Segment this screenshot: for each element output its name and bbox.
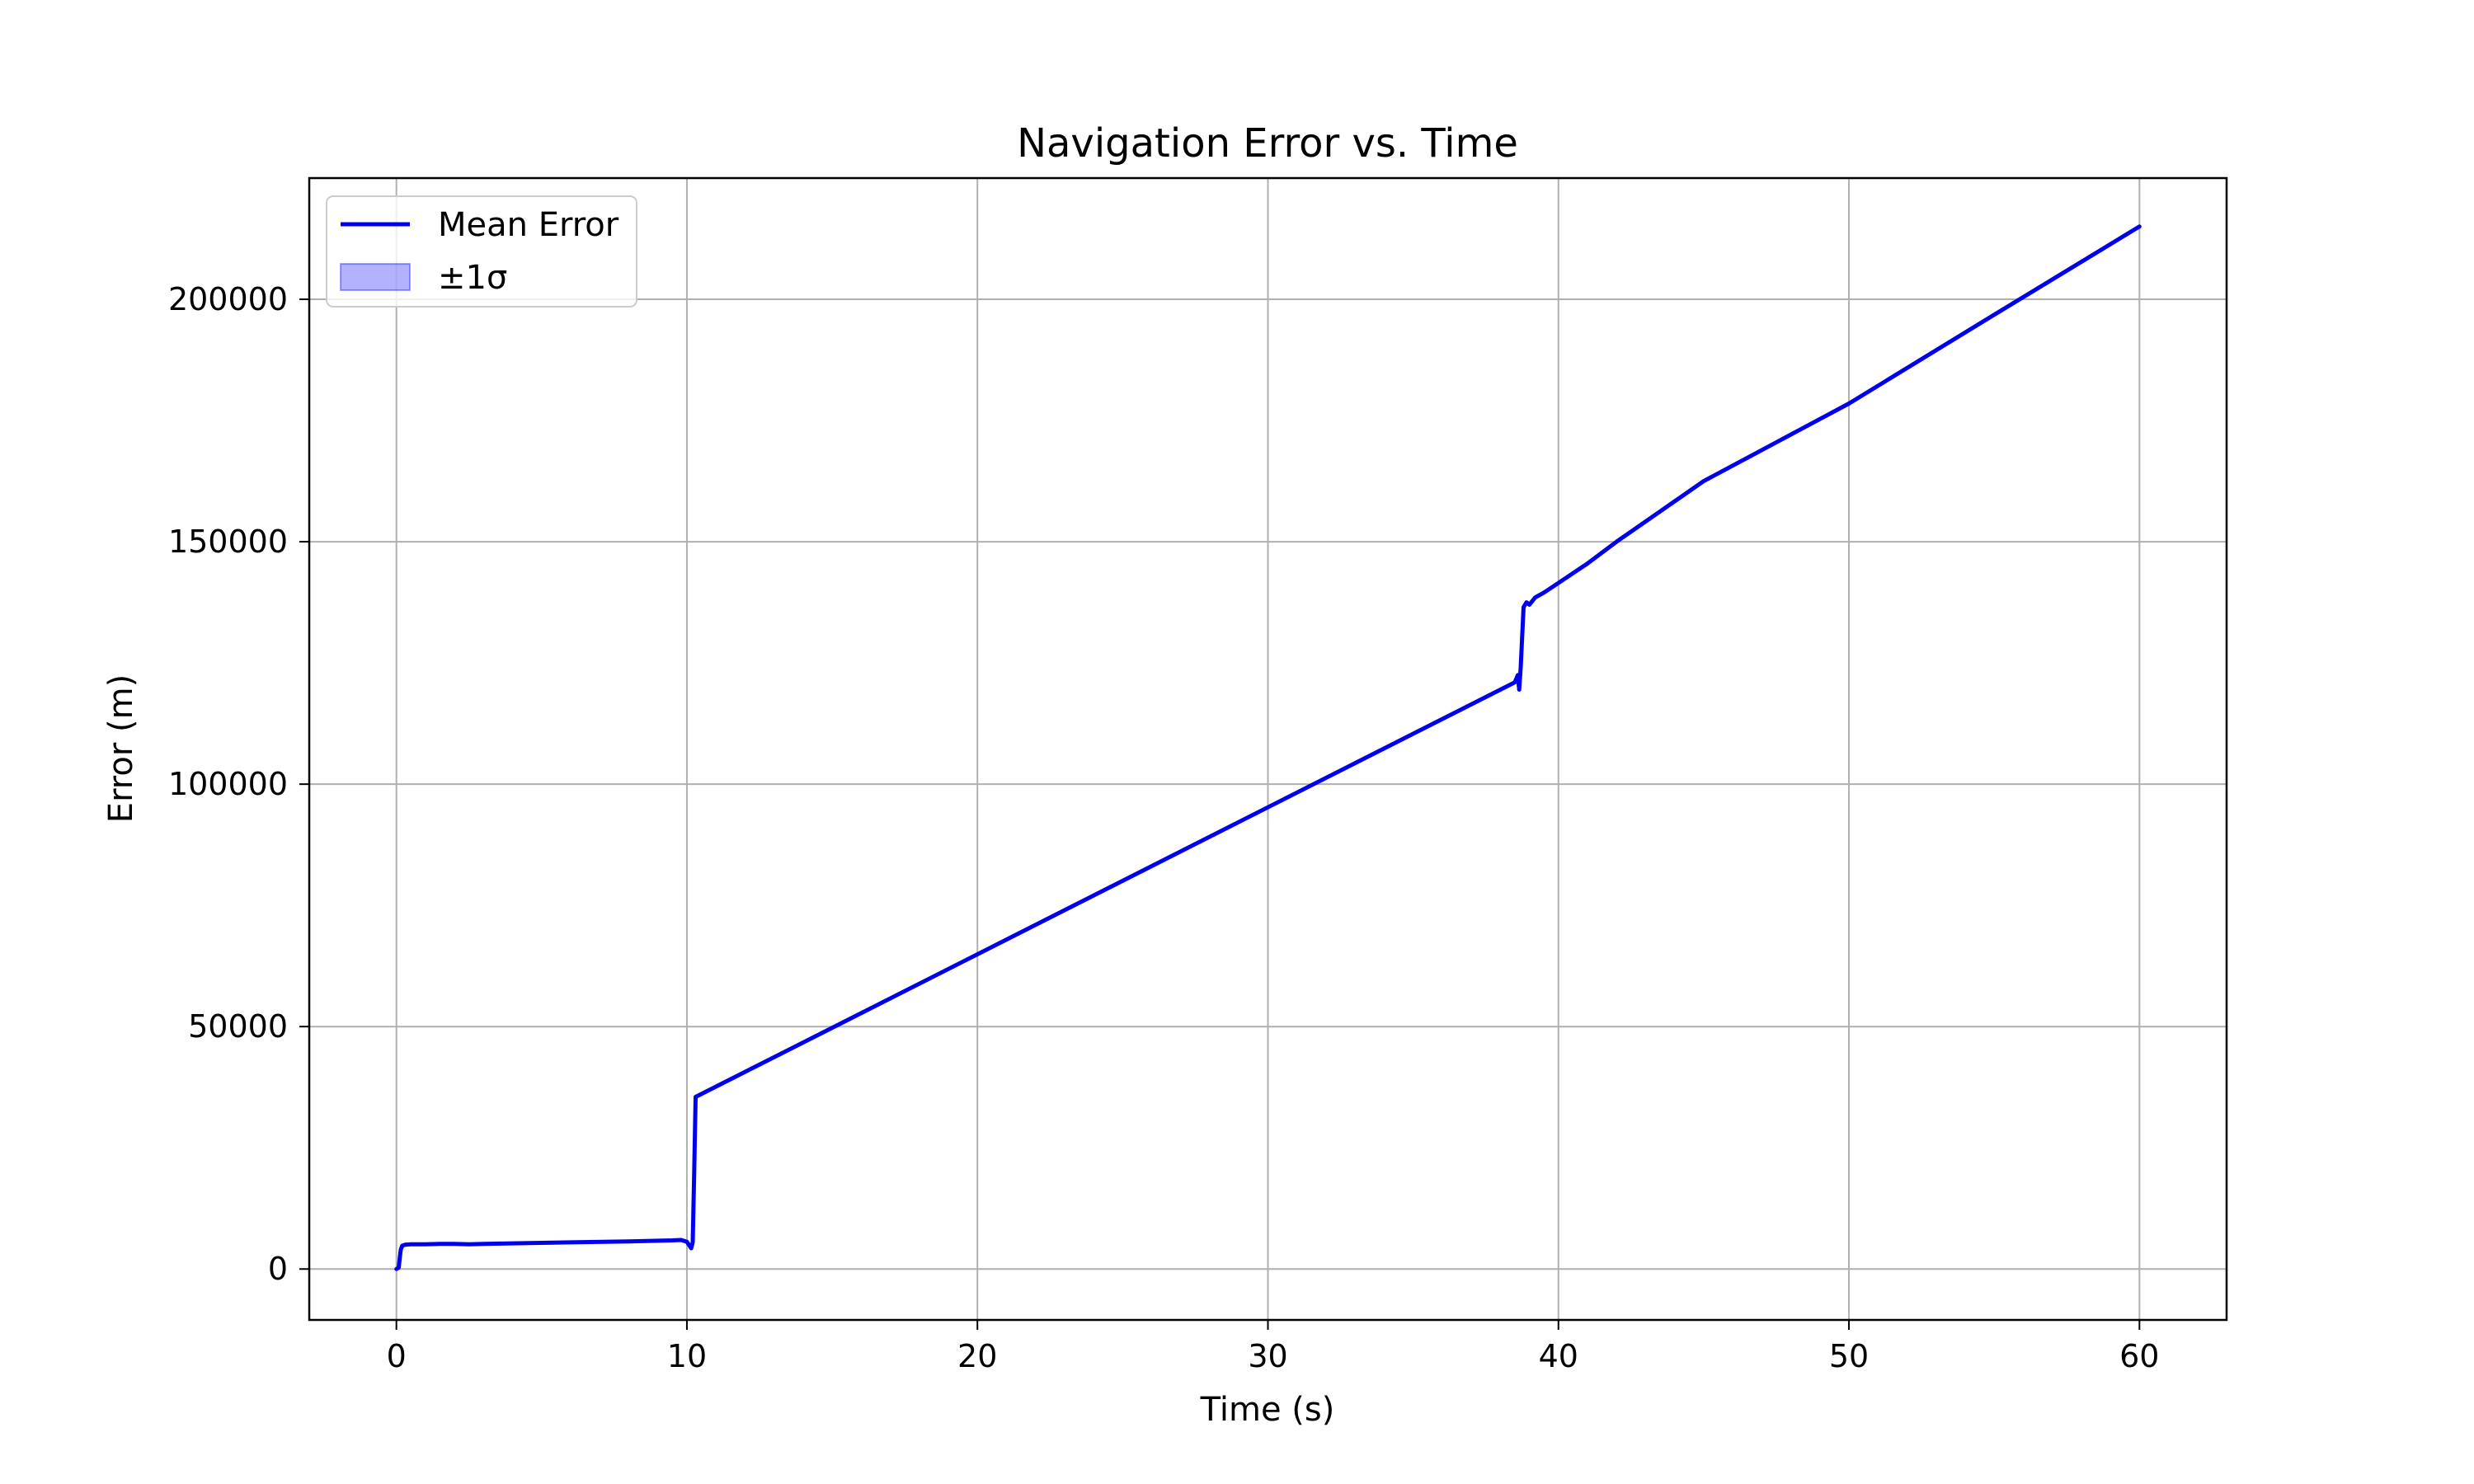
x-tick-label: 10 [667, 1338, 707, 1374]
y-tick-label: 150000 [168, 524, 288, 560]
y-tick-label: 50000 [188, 1008, 288, 1045]
y-axis-label: Error (m) [102, 674, 140, 823]
legend: Mean Error ±1σ [326, 195, 637, 308]
x-tick-label: 40 [1539, 1338, 1578, 1374]
chart-title: Navigation Error vs. Time [1017, 120, 1518, 167]
x-tick-label: 20 [957, 1338, 997, 1374]
x-tick-label: 60 [2119, 1338, 2159, 1374]
legend-mean-error-label: Mean Error [438, 206, 619, 244]
axis-ticks: 0 10 20 30 40 50 60 0 50000 100000 150000 200000 [168, 281, 2160, 1374]
y-tick-label: 0 [268, 1251, 288, 1287]
grid [309, 178, 2227, 1320]
y-tick-label: 100000 [168, 766, 288, 802]
x-tick-label: 30 [1248, 1338, 1287, 1374]
legend-sigma-swatch [340, 263, 411, 291]
series-line-mean-error [394, 224, 2142, 1271]
x-tick-label: 0 [387, 1338, 407, 1374]
x-axis-label: Time (s) [1200, 1391, 1335, 1429]
series [394, 224, 2142, 1271]
legend-sigma-label: ±1σ [438, 259, 507, 297]
y-tick-label: 200000 [168, 281, 288, 317]
x-tick-label: 50 [1829, 1338, 1869, 1374]
